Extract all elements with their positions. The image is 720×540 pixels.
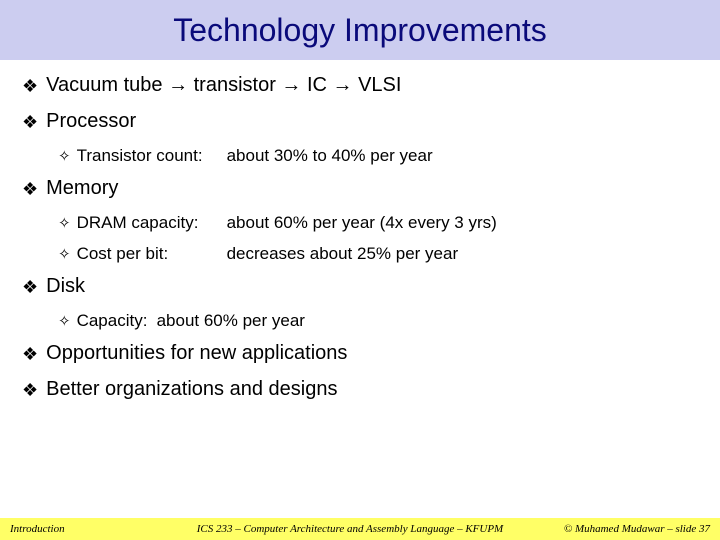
slide-content: ❖ Vacuum tube → transistor → IC → VLSI ❖… bbox=[0, 60, 720, 402]
subbullet-label: Capacity: bbox=[77, 311, 157, 331]
subbullet-value: decreases about 25% per year bbox=[227, 244, 459, 264]
subbullet-label: DRAM capacity: bbox=[77, 213, 227, 233]
subbullet-value: about 60% per year bbox=[157, 311, 305, 331]
bullet-memory: ❖ Memory bbox=[22, 177, 698, 201]
bullet-disk: ❖ Disk bbox=[22, 275, 698, 299]
diamond-bullet-icon: ❖ bbox=[22, 275, 38, 299]
bullet-text: Better organizations and designs bbox=[46, 378, 337, 401]
diamond-open-bullet-icon: ✧ bbox=[58, 146, 71, 167]
subbullet-value: about 60% per year (4x every 3 yrs) bbox=[227, 213, 497, 233]
slide-footer: Introduction ICS 233 – Computer Architec… bbox=[0, 518, 720, 540]
subbullet-value: about 30% to 40% per year bbox=[227, 146, 433, 166]
slide-title: Technology Improvements bbox=[173, 12, 547, 49]
bullet-text: Vacuum tube → transistor → IC → VLSI bbox=[46, 74, 401, 97]
diamond-open-bullet-icon: ✧ bbox=[58, 244, 71, 265]
subbullet-cost-per-bit: ✧ Cost per bit: decreases about 25% per … bbox=[58, 244, 698, 265]
bullet-processor: ❖ Processor bbox=[22, 110, 698, 134]
footer-center: ICS 233 – Computer Architecture and Asse… bbox=[150, 523, 550, 535]
diamond-bullet-icon: ❖ bbox=[22, 342, 38, 366]
footer-left: Introduction bbox=[0, 523, 150, 535]
title-bar: Technology Improvements bbox=[0, 0, 720, 60]
footer-right: © Muhamed Mudawar – slide 37 bbox=[550, 523, 720, 535]
diamond-bullet-icon: ❖ bbox=[22, 110, 38, 134]
diamond-bullet-icon: ❖ bbox=[22, 378, 38, 402]
diamond-open-bullet-icon: ✧ bbox=[58, 311, 71, 332]
bullet-tech-evolution: ❖ Vacuum tube → transistor → IC → VLSI bbox=[22, 74, 698, 98]
diamond-bullet-icon: ❖ bbox=[22, 74, 38, 98]
subbullet-transistor-count: ✧ Transistor count: about 30% to 40% per… bbox=[58, 146, 698, 167]
bullet-better-designs: ❖ Better organizations and designs bbox=[22, 378, 698, 402]
subbullet-label: Cost per bit: bbox=[77, 244, 227, 264]
subbullet-dram-capacity: ✧ DRAM capacity: about 60% per year (4x … bbox=[58, 213, 698, 234]
bullet-text: Disk bbox=[46, 275, 85, 298]
bullet-text: Memory bbox=[46, 177, 118, 200]
bullet-text: Processor bbox=[46, 110, 136, 133]
subbullet-disk-capacity: ✧ Capacity: about 60% per year bbox=[58, 311, 698, 332]
subbullet-label: Transistor count: bbox=[77, 146, 227, 166]
bullet-text: Opportunities for new applications bbox=[46, 342, 347, 365]
diamond-open-bullet-icon: ✧ bbox=[58, 213, 71, 234]
diamond-bullet-icon: ❖ bbox=[22, 177, 38, 201]
bullet-opportunities: ❖ Opportunities for new applications bbox=[22, 342, 698, 366]
